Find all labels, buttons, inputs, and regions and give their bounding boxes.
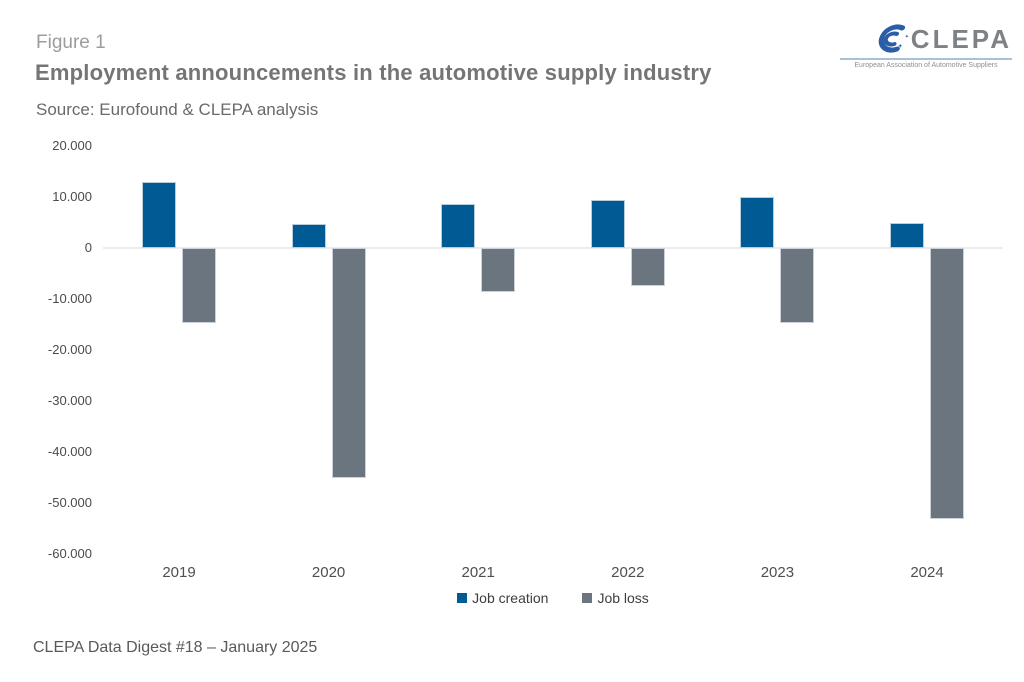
- bar-job-loss-2022: [630, 248, 665, 286]
- bar-job-loss-2020: [331, 248, 366, 478]
- source-note: Source: Eurofound & CLEPA analysis: [36, 100, 319, 119]
- x-axis-tick-label-2022: 2022: [611, 564, 645, 581]
- bar-job-loss-2021: [481, 248, 516, 292]
- x-axis-tick-label-2021: 2021: [461, 564, 495, 581]
- bar-job-creation-2023: [740, 197, 775, 248]
- logo-star-icon: ✦: [904, 34, 909, 40]
- y-axis-tick-label: -60.000: [47, 546, 92, 561]
- zero-axis-line: [103, 247, 1003, 249]
- y-axis-tick-label: -40.000: [47, 444, 92, 459]
- y-axis-tick-label: 20.000: [52, 138, 92, 153]
- logo-star-icon: ✦: [898, 26, 905, 33]
- bar-job-loss-2024: [930, 248, 964, 520]
- y-axis-tick-label: -20.000: [47, 342, 92, 357]
- y-axis-tick-label: -50.000: [47, 495, 92, 510]
- y-axis-tick-label: 0: [84, 240, 92, 255]
- legend-color-swatch: [582, 593, 593, 603]
- x-axis-tick-label-2019: 2019: [162, 564, 196, 581]
- bar-job-creation-2024: [890, 222, 924, 248]
- bar-job-loss-2023: [780, 248, 815, 323]
- x-axis-tick-label-2020: 2020: [311, 564, 346, 581]
- x-axis-tick-label-2024: 2024: [910, 564, 944, 581]
- y-axis-tick-label: -10.000: [47, 291, 92, 306]
- clepa-logo-tagline: European Association of Automotive Suppl…: [854, 62, 998, 69]
- x-axis-tick-label-2023: 2023: [760, 564, 795, 581]
- footer-caption: CLEPA Data Digest #18 – January 2025: [33, 639, 318, 656]
- bar-job-creation-2022: [590, 199, 625, 248]
- legend-item-job-loss: Job loss: [582, 590, 649, 606]
- page-title: Employment announcements in the automoti…: [35, 60, 712, 85]
- bar-job-loss-2019: [182, 248, 216, 323]
- bar-job-creation-2020: [291, 224, 326, 248]
- legend-label: Job loss: [597, 590, 649, 606]
- bar-job-creation-2021: [441, 204, 476, 248]
- logo-star-icon: ✦: [897, 44, 903, 50]
- clepa-logo-row: ✦ ✦ ✦ CLEPA: [840, 22, 1012, 56]
- clepa-logo-mark-icon: ✦ ✦ ✦: [865, 22, 911, 56]
- legend-item-job-creation: Job creation: [457, 590, 548, 606]
- y-axis-tick-label: -30.000: [47, 393, 92, 408]
- y-axis-tick-label: 10.000: [52, 189, 92, 204]
- figure-label: Figure 1: [36, 32, 106, 53]
- clepa-logo: ✦ ✦ ✦ CLEPA European Association of Auto…: [840, 22, 1012, 69]
- legend-color-swatch: [457, 593, 468, 603]
- clepa-logo-text: CLEPA: [910, 24, 1012, 54]
- bar-job-creation-2019: [142, 181, 176, 248]
- logo-divider: [840, 58, 1012, 60]
- legend-label: Job creation: [472, 590, 549, 606]
- chart-legend: Job creation Job loss: [103, 590, 1003, 606]
